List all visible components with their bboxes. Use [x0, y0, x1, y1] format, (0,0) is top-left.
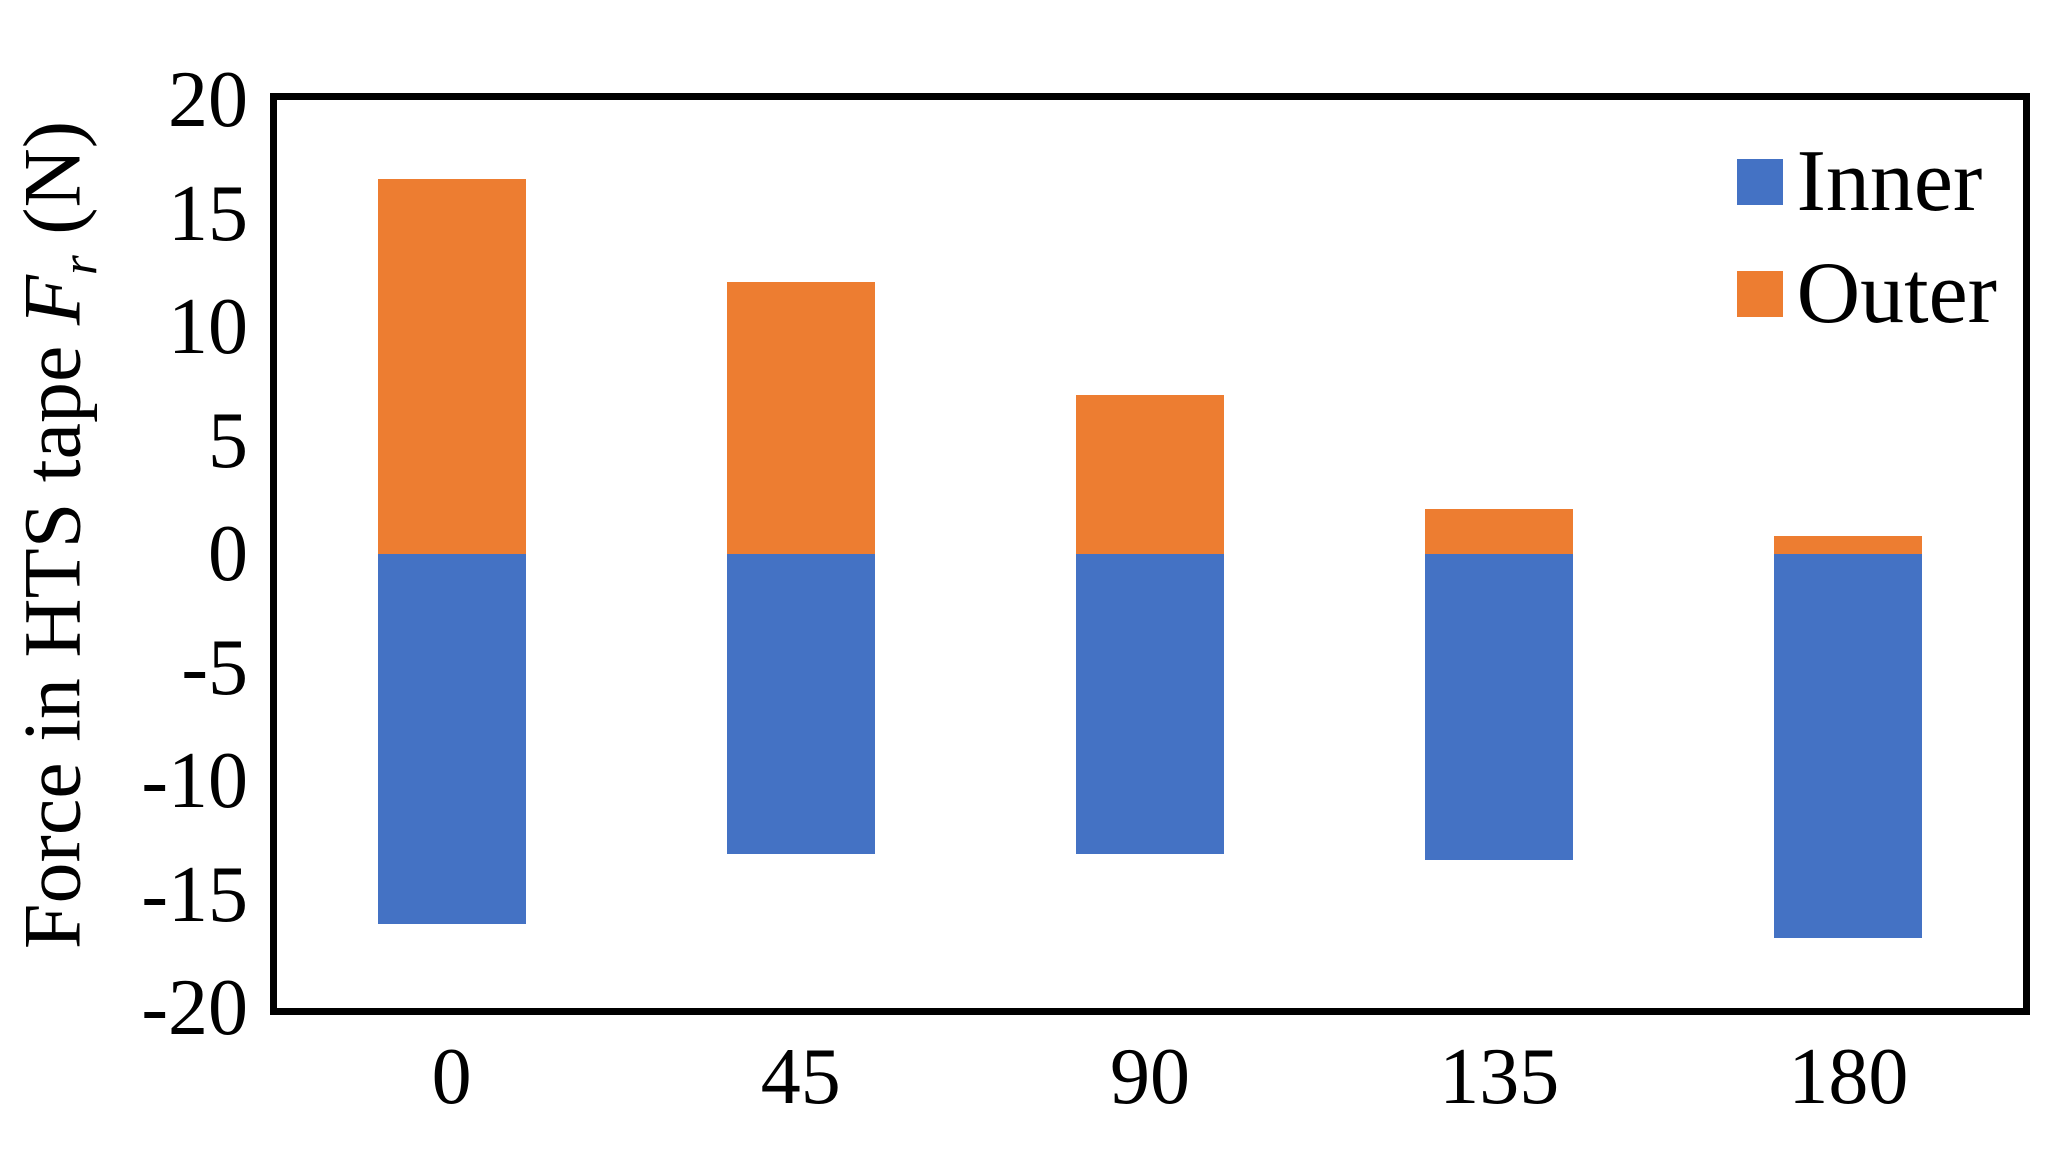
y-axis-title-subscript: r [51, 255, 108, 276]
bar-segment-outer-45 [726, 281, 875, 554]
x-tick-label: 0 [431, 1033, 472, 1121]
y-tick-label: -10 [141, 737, 248, 825]
x-tick-label: 45 [760, 1033, 841, 1121]
legend-label-inner: Inner [1796, 133, 1983, 230]
legend-swatch-inner [1736, 159, 1783, 205]
legend-item-inner: Inner [1736, 133, 1997, 230]
bar-segment-outer-0 [377, 179, 526, 554]
y-tick-label: 15 [168, 169, 248, 258]
x-tick-label: 135 [1439, 1033, 1560, 1121]
y-tick-label: 0 [208, 510, 248, 598]
bar-segment-inner-45 [726, 554, 875, 854]
y-tick-label: -5 [181, 623, 248, 712]
y-tick-label: 5 [208, 396, 248, 485]
bar-segment-inner-180 [1774, 554, 1923, 938]
bar-segment-outer-180 [1774, 535, 1923, 554]
legend-item-outer: Outer [1736, 245, 1997, 342]
x-tick-label: 180 [1788, 1033, 1909, 1121]
y-tick-label: -20 [141, 964, 248, 1052]
bar-segment-outer-90 [1076, 395, 1224, 554]
bar-segment-inner-135 [1425, 554, 1574, 861]
bar-segment-inner-90 [1076, 554, 1224, 854]
legend: Inner Outer [1736, 133, 1997, 342]
bar-segment-outer-135 [1425, 508, 1574, 554]
plot-area: Inner Outer [270, 93, 2030, 1015]
y-tick-label: 20 [168, 56, 248, 144]
x-tick-label: 90 [1110, 1033, 1190, 1121]
bar-segment-inner-0 [377, 554, 526, 924]
y-tick-label: 10 [168, 283, 248, 371]
legend-label-outer: Outer [1796, 245, 1997, 342]
y-tick-label: -15 [141, 850, 248, 939]
legend-swatch-outer [1736, 271, 1783, 317]
